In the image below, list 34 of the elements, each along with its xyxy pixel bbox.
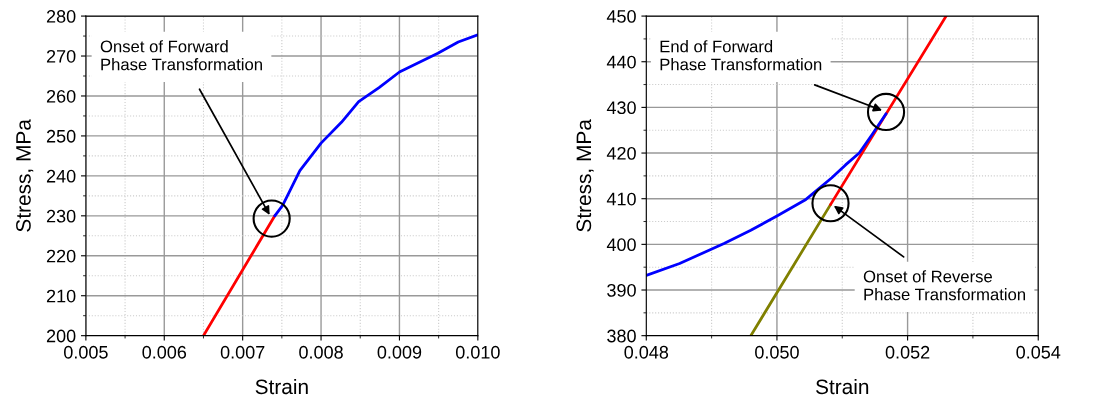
y-axis-title: Stress, MPa	[16, 119, 34, 232]
y-tick-label: 220	[46, 249, 76, 263]
y-tick-label: 420	[606, 146, 636, 160]
x-tick-label: 0.005	[63, 345, 108, 359]
annotation: Onset of Reverse Phase Transformation	[863, 270, 1026, 301]
y-tick-label: 410	[606, 192, 636, 206]
x-tick-label: 0.048	[624, 345, 669, 359]
y-tick-label: 240	[46, 169, 76, 183]
x-axis-title: Strain	[255, 378, 308, 395]
x-tick-label: 0.052	[885, 345, 930, 359]
y-tick-label: 280	[46, 10, 76, 23]
x-axis-title: Strain	[816, 378, 869, 395]
x-tick-label: 0.006	[142, 345, 187, 359]
y-tick-label: 380	[607, 329, 636, 343]
x-tick-label: 0.009	[377, 345, 422, 359]
x-tick-label: 0.050	[755, 345, 799, 359]
y-tick-label: 210	[46, 289, 76, 303]
y-tick-label: 400	[606, 238, 636, 252]
y-tick-label: 260	[46, 89, 76, 103]
y-tick-label: 230	[46, 209, 76, 223]
x-tick-label: 0.007	[220, 345, 265, 359]
annotation: Onset of Forward Phase Transformation	[100, 40, 262, 71]
y-tick-label: 270	[46, 49, 76, 63]
y-tick-label: 440	[606, 55, 636, 69]
x-tick-label: 0.010	[455, 345, 500, 359]
x-tick-label: 0.054	[1016, 345, 1061, 359]
y-tick-label: 390	[607, 283, 636, 297]
y-axis-title: Stress, MPa	[576, 119, 594, 232]
x-tick-label: 0.008	[299, 345, 343, 359]
y-tick-label: 450	[606, 10, 636, 23]
y-tick-label: 430	[606, 101, 636, 115]
annotation: End of Forward Phase Transformation	[660, 40, 822, 71]
y-tick-label: 200	[46, 329, 76, 343]
y-tick-label: 250	[46, 129, 76, 143]
